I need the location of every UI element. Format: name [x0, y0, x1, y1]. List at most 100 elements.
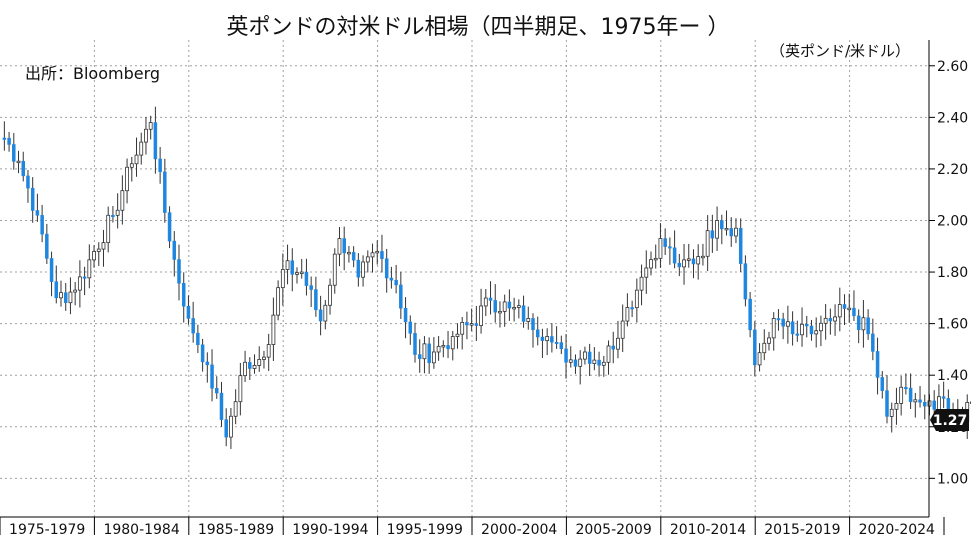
- candle-down: [790, 321, 795, 335]
- candle-up: [568, 359, 573, 363]
- candle-up: [101, 242, 106, 250]
- candle-up: [833, 316, 837, 322]
- candle-down: [918, 399, 922, 403]
- candle-up: [592, 359, 597, 364]
- candle-down: [12, 144, 16, 162]
- candle-down: [540, 336, 545, 341]
- candle-up: [526, 318, 531, 322]
- candle-down: [946, 398, 951, 411]
- candle-up: [785, 321, 790, 327]
- candle-down: [923, 402, 927, 407]
- candle-up: [913, 399, 918, 403]
- candle-up: [771, 318, 776, 339]
- candle-up: [337, 238, 342, 255]
- candle-down: [795, 333, 800, 336]
- candle-up: [800, 323, 804, 336]
- candle-down: [413, 333, 417, 355]
- candle-up: [460, 321, 465, 335]
- candle-up: [295, 272, 299, 275]
- candle-up: [696, 256, 701, 265]
- candle-down: [535, 329, 540, 338]
- candle-down: [781, 318, 785, 327]
- candle-down: [30, 187, 35, 211]
- candle-down: [597, 359, 601, 366]
- candle-up: [715, 220, 719, 239]
- candle-down: [842, 304, 847, 309]
- candle-up: [634, 289, 639, 309]
- candle-up: [77, 276, 82, 291]
- candle-down: [866, 317, 870, 335]
- candle-down: [941, 396, 946, 399]
- candle-down: [200, 344, 205, 363]
- candle-down: [356, 259, 361, 278]
- candle-up: [280, 269, 285, 289]
- candle-up: [257, 359, 262, 366]
- candle-up: [229, 415, 233, 438]
- candle-up: [125, 166, 129, 192]
- candle-down: [668, 246, 672, 249]
- candle-down: [885, 390, 889, 417]
- candle-up: [498, 311, 502, 314]
- candle-down: [663, 238, 667, 247]
- candle-up: [847, 307, 852, 311]
- candle-up: [767, 337, 771, 344]
- candle-down: [224, 419, 228, 438]
- candle-down: [248, 362, 252, 369]
- candle-down: [196, 332, 200, 346]
- candle-up: [814, 330, 819, 335]
- x-tick-label: 1980-1984: [103, 522, 179, 538]
- candle-up: [238, 375, 243, 403]
- candle-up: [686, 258, 691, 261]
- candle-up: [861, 317, 866, 331]
- candle-up: [644, 267, 649, 278]
- candle-up: [347, 251, 351, 255]
- candle-down: [828, 318, 833, 322]
- candle-down: [210, 364, 214, 389]
- candle-down: [554, 341, 559, 344]
- y-tick-label: 1.00: [937, 471, 968, 487]
- x-tick-label: 1975-1979: [9, 522, 85, 538]
- candle-up: [606, 345, 611, 363]
- candle-down: [531, 318, 535, 331]
- candle-up: [616, 337, 620, 350]
- y-tick-label: 1.80: [937, 265, 968, 281]
- candle-up: [639, 276, 644, 291]
- candle-up: [682, 259, 686, 268]
- candle-up: [92, 251, 96, 261]
- candle-down: [181, 283, 186, 307]
- candle-down: [856, 315, 861, 331]
- candle-down: [163, 171, 167, 213]
- candle-up: [96, 248, 101, 252]
- candle-down: [309, 285, 313, 290]
- candle-up: [134, 154, 139, 165]
- candle-down: [875, 351, 880, 378]
- candle-up: [73, 289, 78, 293]
- candle-up: [375, 251, 380, 254]
- candle-up: [819, 322, 823, 332]
- candle-up: [724, 227, 729, 231]
- candle-up: [323, 304, 328, 322]
- candle-up: [115, 209, 120, 216]
- candle-up: [59, 292, 63, 299]
- candle-up: [545, 336, 550, 342]
- candle-up: [370, 252, 375, 258]
- candle-up: [653, 257, 658, 261]
- candle-down: [384, 258, 389, 279]
- candle-up: [120, 190, 125, 211]
- candle-up: [483, 297, 488, 307]
- candle-up: [512, 307, 517, 310]
- candle-down: [809, 325, 814, 335]
- x-tick-label: 2000-2004: [481, 522, 557, 538]
- candle-up: [762, 342, 767, 354]
- candle-down: [54, 281, 59, 299]
- candle-down: [45, 233, 49, 259]
- x-tick-label: 1995-1999: [387, 522, 463, 538]
- candle-up: [894, 403, 899, 410]
- candle-down: [738, 227, 743, 264]
- candle-down: [521, 305, 526, 322]
- last-value-marker: [930, 409, 969, 431]
- candle-down: [153, 122, 158, 160]
- candle-down: [63, 292, 68, 303]
